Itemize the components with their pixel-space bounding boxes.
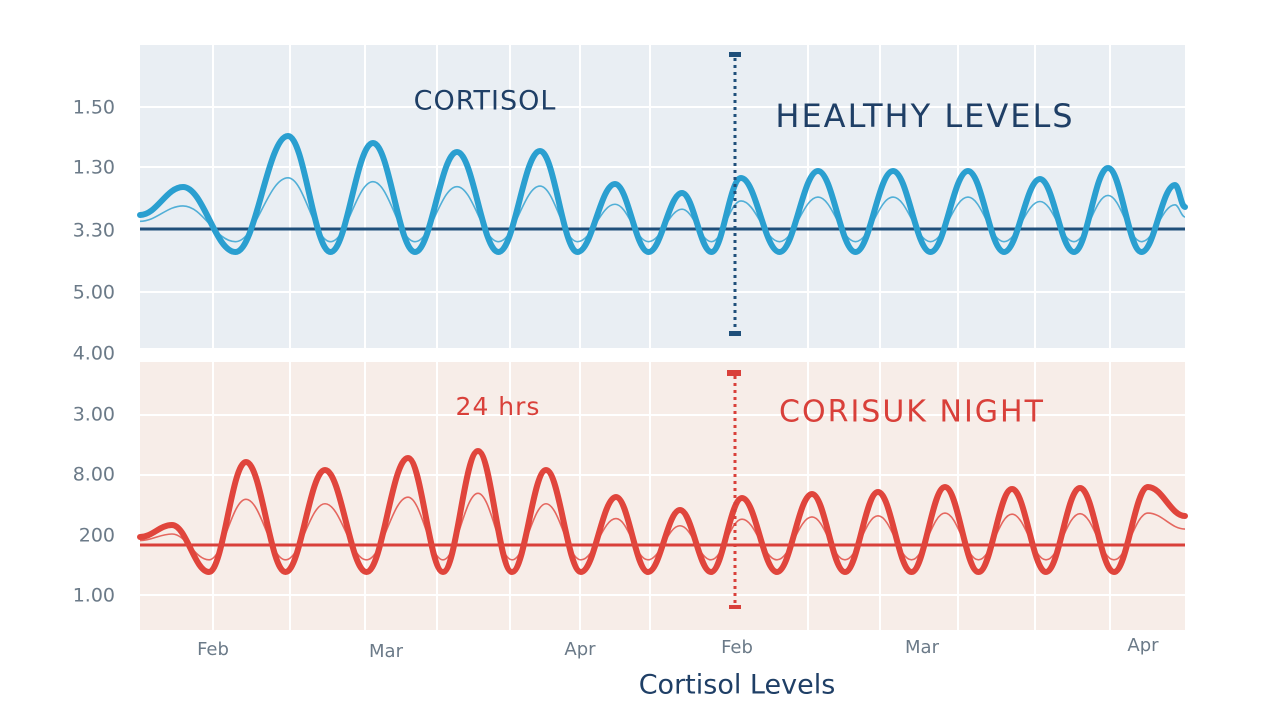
- y-label: 3.30: [73, 220, 115, 242]
- wave: [137, 133, 1188, 255]
- waves: [137, 133, 1188, 575]
- x-label: Mar: [369, 641, 404, 662]
- x-label: Feb: [197, 639, 229, 660]
- y-label: 4.00: [73, 343, 115, 365]
- x-label: Apr: [1127, 635, 1159, 656]
- panel-annotation: HEALTHY LEVELS: [775, 97, 1074, 135]
- panel-annotation: CORISUK NIGHT: [779, 395, 1045, 430]
- x-label: Mar: [905, 637, 940, 658]
- panel-label: CORTISOL: [414, 86, 557, 117]
- y-label: 1.00: [73, 585, 115, 607]
- y-label: 1.30: [73, 157, 115, 179]
- divider-cap: [729, 605, 741, 609]
- x-label: Apr: [564, 639, 596, 660]
- y-label: 5.00: [73, 282, 115, 304]
- top-panel: [140, 45, 1185, 348]
- divider-cap: [729, 52, 741, 57]
- y-label: 200: [79, 525, 115, 547]
- chart-title: Cortisol Levels: [639, 670, 836, 701]
- divider-cap: [727, 370, 741, 376]
- y-label: 3.00: [73, 404, 115, 426]
- y-label: 8.00: [73, 464, 115, 486]
- divider-cap: [729, 331, 741, 336]
- wave: [137, 448, 1188, 575]
- panel-label: 24 hrs: [456, 392, 541, 421]
- axis-labels: 1.50 1.30 3.30 5.00 4.00 3.00 8.00 200 1.00 Feb Ma…: [73, 97, 1159, 663]
- x-label: Feb: [721, 637, 753, 658]
- y-label: 1.50: [73, 97, 115, 119]
